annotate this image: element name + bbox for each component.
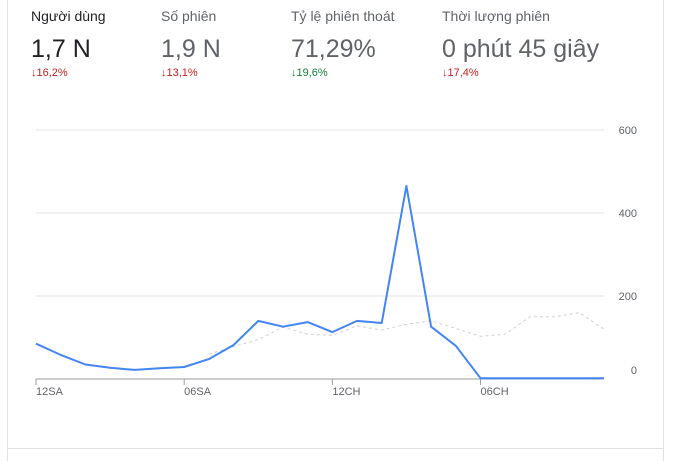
metric-delta: ↓16,2% <box>31 66 106 80</box>
delta-value: 13,1% <box>166 67 198 79</box>
arrow-down-icon: ↓ <box>31 67 37 79</box>
metric-tab-users[interactable]: Người dùng 1,7 N ↓16,2% <box>31 6 106 80</box>
metric-label: Số phiên <box>161 8 217 24</box>
metric-delta: ↓17,4% <box>442 66 599 80</box>
analytics-card: Người dùng 1,7 N ↓16,2% Số phiên 1,9 N ↓… <box>7 0 664 461</box>
card-divider <box>8 448 663 449</box>
arrow-down-icon: ↓ <box>442 67 448 79</box>
y-tick-label: 400 <box>619 208 637 220</box>
metric-delta: ↓19,6% <box>291 66 395 80</box>
users-series-line <box>35 185 604 380</box>
metric-tabs: Người dùng 1,7 N ↓16,2% Số phiên 1,9 N ↓… <box>8 0 663 100</box>
x-tick-label: 12CH <box>332 386 360 398</box>
metric-value: 71,29% <box>291 35 376 63</box>
y-tick-label: 600 <box>619 125 637 137</box>
metric-label: Người dùng <box>31 8 106 24</box>
metric-label: Tỷ lệ phiên thoát <box>291 8 395 24</box>
delta-value: 19,6% <box>296 67 328 79</box>
y-tick-label: 0 <box>631 365 637 377</box>
metric-tab-bounce-rate[interactable]: Tỷ lệ phiên thoát 71,29% ↓19,6% <box>291 6 395 80</box>
x-tick-label: 12SA <box>36 386 64 398</box>
metric-value: 0 phút 45 giây <box>442 35 600 63</box>
metric-value: 1,7 N <box>31 35 91 63</box>
x-tick-label: 06SA <box>184 386 212 398</box>
metric-tab-session-duration[interactable]: Thời lượng phiên 0 phút 45 giây ↓17,4% <box>442 6 599 80</box>
metric-tab-sessions[interactable]: Số phiên 1,9 N ↓13,1% <box>161 6 221 80</box>
metric-label: Thời lượng phiên <box>442 8 550 24</box>
comparison-series-line <box>208 312 605 355</box>
delta-value: 16,2% <box>36 67 68 79</box>
x-tick-label: 06CH <box>481 386 509 398</box>
delta-value: 17,4% <box>447 67 479 79</box>
metric-value: 1,9 N <box>161 35 221 63</box>
y-tick-label: 200 <box>619 291 637 303</box>
arrow-down-icon: ↓ <box>291 67 297 79</box>
arrow-down-icon: ↓ <box>161 67 167 79</box>
metric-delta: ↓13,1% <box>161 66 221 80</box>
